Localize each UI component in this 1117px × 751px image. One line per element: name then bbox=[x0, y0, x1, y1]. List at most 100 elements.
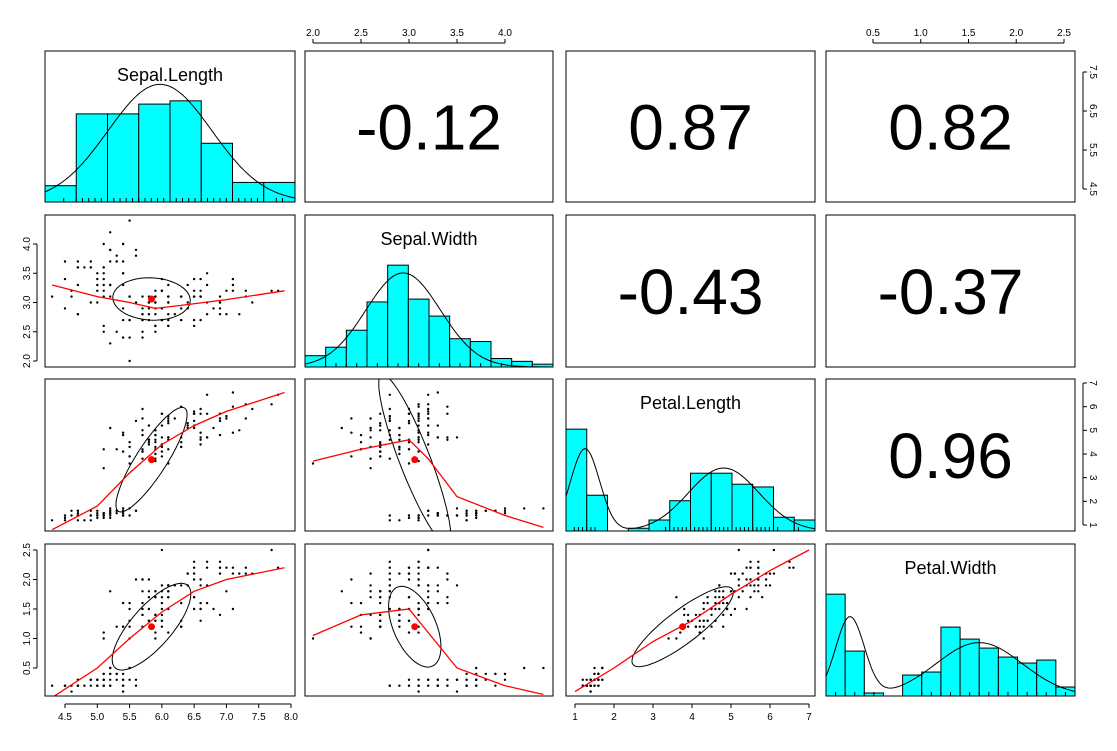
data-point bbox=[270, 548, 273, 552]
data-point bbox=[398, 625, 401, 628]
data-point bbox=[398, 619, 401, 622]
data-point bbox=[180, 318, 183, 322]
histogram-bar bbox=[844, 650, 865, 696]
histogram-bar bbox=[469, 341, 492, 367]
data-point bbox=[83, 684, 86, 687]
panel-border bbox=[825, 378, 1076, 532]
data-point bbox=[186, 301, 189, 304]
data-point bbox=[160, 548, 164, 552]
data-point bbox=[757, 584, 760, 587]
data-point bbox=[675, 596, 678, 599]
loess-smoother bbox=[312, 608, 544, 696]
tick-label: 1 bbox=[572, 712, 578, 723]
histogram-bar bbox=[138, 103, 171, 202]
data-point bbox=[601, 678, 604, 681]
data-point bbox=[745, 607, 748, 611]
panel-border bbox=[304, 378, 554, 532]
data-point bbox=[757, 566, 760, 569]
mean-point bbox=[679, 623, 687, 631]
data-point bbox=[141, 295, 144, 298]
data-point bbox=[199, 289, 202, 292]
panel-border bbox=[304, 543, 554, 697]
data-point bbox=[180, 307, 183, 310]
data-point bbox=[427, 601, 430, 605]
data-point bbox=[417, 690, 420, 693]
data-point bbox=[192, 572, 196, 575]
data-point bbox=[212, 426, 215, 430]
data-point bbox=[160, 289, 164, 292]
variable-name: Sepal.Width bbox=[380, 229, 477, 249]
tick-label: 3 bbox=[650, 712, 656, 723]
data-point bbox=[102, 637, 105, 640]
data-point bbox=[121, 260, 125, 263]
data-point bbox=[417, 613, 420, 617]
data-point bbox=[446, 678, 449, 681]
data-point bbox=[417, 572, 420, 575]
tick-label: 2.5 bbox=[1057, 28, 1071, 39]
panel-border bbox=[304, 50, 554, 203]
data-point bbox=[350, 625, 353, 628]
data-point bbox=[109, 514, 112, 517]
data-point bbox=[173, 313, 176, 316]
data-point bbox=[407, 412, 411, 415]
histogram-bar bbox=[75, 113, 108, 202]
data-point bbox=[398, 572, 401, 575]
panel-3-0 bbox=[44, 543, 296, 697]
data-point bbox=[154, 441, 157, 444]
data-point bbox=[455, 507, 459, 510]
data-point bbox=[102, 272, 105, 275]
tick-label: 5.5 bbox=[1087, 143, 1098, 157]
data-point bbox=[706, 601, 709, 605]
tick-label: 6 bbox=[1087, 404, 1098, 410]
data-point bbox=[154, 631, 157, 634]
data-point bbox=[128, 455, 131, 458]
data-point bbox=[733, 572, 737, 575]
data-point bbox=[503, 512, 507, 515]
data-point bbox=[350, 455, 353, 458]
data-point bbox=[417, 607, 420, 611]
data-point bbox=[128, 295, 131, 298]
data-point bbox=[173, 417, 176, 420]
histogram-bar bbox=[826, 593, 846, 696]
data-point bbox=[102, 514, 105, 517]
loess-smoother bbox=[51, 391, 285, 531]
data-point bbox=[398, 519, 401, 522]
data-point bbox=[427, 548, 430, 552]
data-point bbox=[379, 455, 382, 458]
tick-label: 2.5 bbox=[22, 543, 33, 557]
mean-point bbox=[148, 456, 156, 464]
data-point bbox=[218, 295, 222, 298]
data-point bbox=[503, 507, 507, 510]
data-point bbox=[109, 590, 112, 593]
data-point bbox=[792, 566, 795, 569]
histogram-bar bbox=[773, 516, 795, 531]
data-point bbox=[96, 283, 99, 287]
data-point bbox=[407, 572, 411, 575]
data-point bbox=[192, 607, 196, 611]
data-point bbox=[96, 509, 99, 512]
panel-0-3: 0.82 bbox=[825, 50, 1076, 203]
data-point bbox=[737, 578, 740, 581]
data-point bbox=[407, 419, 411, 423]
histogram-bar bbox=[449, 338, 471, 367]
data-point bbox=[369, 467, 372, 470]
panel-content bbox=[50, 219, 285, 363]
data-point bbox=[121, 512, 125, 515]
tick-label: 2.5 bbox=[22, 324, 33, 338]
data-point bbox=[89, 678, 93, 681]
data-point bbox=[446, 572, 449, 575]
data-point bbox=[675, 637, 678, 640]
data-point bbox=[218, 566, 222, 569]
data-point bbox=[369, 637, 372, 640]
data-point bbox=[102, 631, 105, 634]
data-point bbox=[379, 412, 382, 415]
panel-3-2 bbox=[565, 543, 816, 697]
data-point bbox=[167, 436, 170, 439]
data-point bbox=[231, 572, 235, 575]
data-point bbox=[484, 509, 487, 512]
data-point bbox=[218, 433, 222, 437]
data-point bbox=[186, 422, 189, 425]
data-point bbox=[96, 289, 99, 292]
data-point bbox=[141, 429, 144, 432]
data-point bbox=[134, 678, 138, 681]
